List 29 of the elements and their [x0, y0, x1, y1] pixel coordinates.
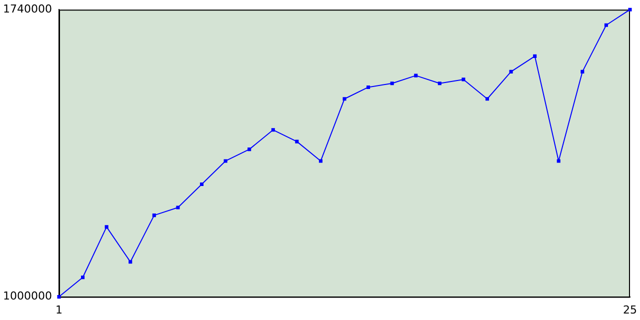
point — [104, 225, 108, 229]
point — [414, 74, 418, 78]
point — [509, 70, 513, 74]
point — [533, 54, 537, 58]
point — [295, 140, 299, 144]
point — [128, 260, 132, 264]
point — [318, 159, 322, 163]
point — [342, 97, 346, 101]
point — [57, 295, 61, 299]
point — [271, 128, 275, 132]
point — [200, 182, 204, 186]
point — [485, 97, 490, 101]
point — [248, 148, 252, 152]
point — [438, 82, 442, 86]
point — [604, 23, 608, 27]
point — [390, 82, 394, 86]
point — [176, 206, 180, 210]
y-tick-label: 1740000 — [2, 2, 52, 16]
point — [81, 276, 85, 280]
point — [462, 78, 466, 82]
point — [628, 8, 632, 12]
y-tick-label: 1000000 — [2, 290, 52, 303]
x-tick-label: 1 — [55, 303, 62, 316]
x-tick-label: 25 — [623, 303, 637, 316]
point — [556, 159, 560, 163]
point — [580, 70, 584, 74]
point — [152, 214, 156, 218]
point — [366, 85, 370, 89]
point — [224, 159, 228, 163]
